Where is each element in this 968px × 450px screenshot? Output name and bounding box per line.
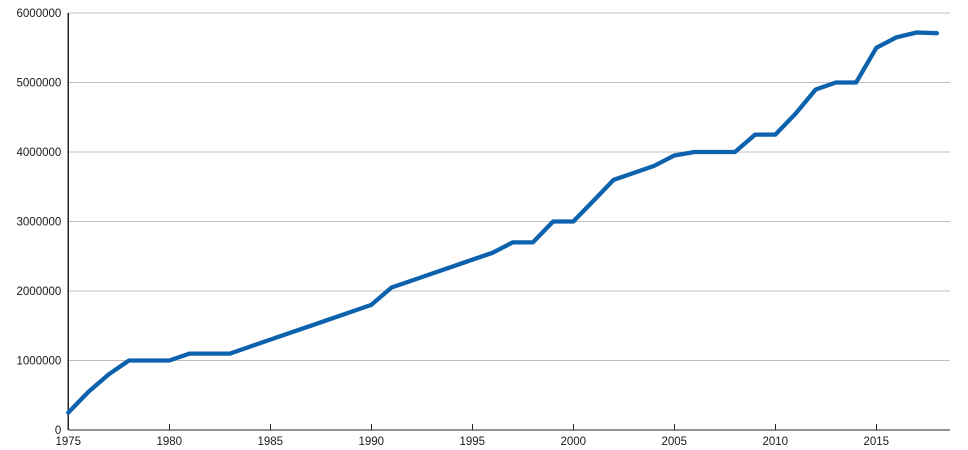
x-tick-label: 1980 — [157, 436, 183, 448]
x-tick-label: 1985 — [258, 436, 284, 448]
x-ticks — [67, 424, 877, 430]
x-tick-label: 2005 — [662, 436, 688, 448]
x-tick-label: 2015 — [864, 436, 890, 448]
x-tick-label: 2010 — [763, 436, 789, 448]
y-gridlines — [68, 12, 950, 361]
x-tick-labels: 1975 1980 1985 1990 1995 2000 2005 2010 2015 — [56, 436, 890, 448]
y-tick-label: 1000000 — [17, 356, 62, 368]
y-tick-labels: 0 1000000 2000000 3000000 4000000 5000000 6000… — [17, 8, 62, 437]
axes — [67, 13, 950, 431]
y-tick-label: 6000000 — [17, 8, 62, 20]
x-tick-label: 1995 — [460, 436, 486, 448]
y-tick-label: 0 — [55, 425, 61, 437]
y-tick-label: 5000000 — [17, 78, 62, 90]
x-tick-label: 1975 — [56, 436, 82, 448]
x-tick-label: 2000 — [561, 436, 587, 448]
data-line — [66, 30, 940, 415]
y-tick-label: 4000000 — [17, 147, 62, 159]
y-tick-label: 3000000 — [17, 217, 62, 229]
y-tick-label: 2000000 — [17, 286, 62, 298]
x-tick-label: 1990 — [359, 436, 385, 448]
